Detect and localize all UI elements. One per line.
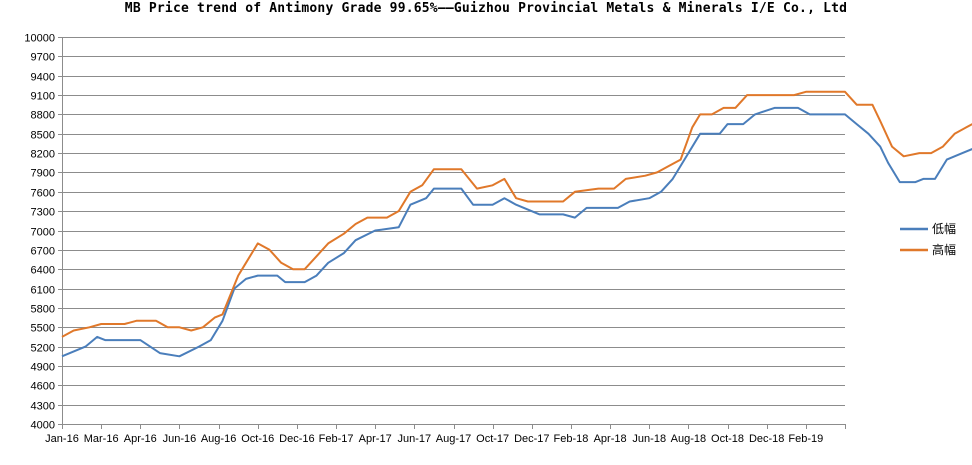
x-tick-label: Dec-16: [279, 433, 314, 445]
y-tick-label: 8500: [31, 130, 55, 142]
x-tick-label: Dec-18: [749, 433, 784, 445]
y-tick-label: 4300: [31, 401, 55, 413]
x-tick-label: Feb-18: [554, 433, 589, 445]
y-tick-label: 5800: [31, 304, 55, 316]
y-tick-label: 7000: [31, 227, 55, 239]
y-tick-label: 9700: [31, 52, 55, 64]
x-tick-label: Dec-17: [514, 433, 549, 445]
x-tick-label: Aug-16: [201, 433, 236, 445]
x-tick-label: Apr-18: [594, 433, 627, 445]
series-line-1: [61, 90, 972, 338]
x-tick-label: Apr-16: [124, 433, 157, 445]
y-tick-label: 6700: [31, 246, 55, 258]
y-tick-label: 4900: [31, 362, 55, 374]
x-tick-label: Aug-17: [436, 433, 471, 445]
y-axis-tick-labels: 4000 4300 4600 4900 5200 5500 5800 6100 6400 6700…: [24, 33, 55, 432]
y-tick-label: 5200: [31, 343, 55, 355]
x-tick-label: Jun-16: [163, 433, 197, 445]
x-tick-label: Feb-17: [319, 433, 354, 445]
y-tick-label: 7300: [31, 207, 55, 219]
x-tick-label: Oct-18: [711, 433, 744, 445]
x-tick-label: Jun-17: [398, 433, 432, 445]
y-tick-label: 8200: [31, 149, 55, 161]
x-tick-label: Feb-19: [788, 433, 823, 445]
y-tick-label: 4600: [31, 381, 55, 393]
y-tick-label: 7900: [31, 168, 55, 180]
series-line-0: [61, 106, 972, 358]
y-tick-label: 6400: [31, 265, 55, 277]
axes: [58, 37, 846, 429]
x-tick-label: Apr-17: [359, 433, 392, 445]
x-tick-label: Oct-16: [241, 433, 274, 445]
x-tick-label: Mar-16: [84, 433, 119, 445]
y-tick-label: 9100: [31, 91, 55, 103]
y-tick-label: 4000: [31, 420, 55, 432]
x-tick-label: Jun-18: [632, 433, 666, 445]
y-tick-label: 5500: [31, 323, 55, 335]
y-tick-label: 6100: [31, 285, 55, 297]
chart-title: MB Price trend of Antimony Grade 99.65%—…: [124, 1, 848, 16]
legend-label-1: 高幅: [932, 242, 956, 257]
series-lines: [61, 90, 972, 358]
y-tick-label: 10000: [24, 33, 55, 45]
x-tick-label: Jan-16: [45, 433, 79, 445]
legend-label-0: 低幅: [932, 221, 956, 236]
grid-lines: [62, 37, 845, 406]
x-tick-label: Aug-18: [671, 433, 706, 445]
x-tick-label: Oct-17: [476, 433, 509, 445]
y-tick-label: 9400: [31, 72, 55, 84]
y-tick-label: 7600: [31, 188, 55, 200]
y-tick-label: 8800: [31, 110, 55, 122]
x-axis-tick-labels: Jan-16 Mar-16 Apr-16 Jun-16 Aug-16 Oct-16 Dec-…: [45, 433, 823, 445]
